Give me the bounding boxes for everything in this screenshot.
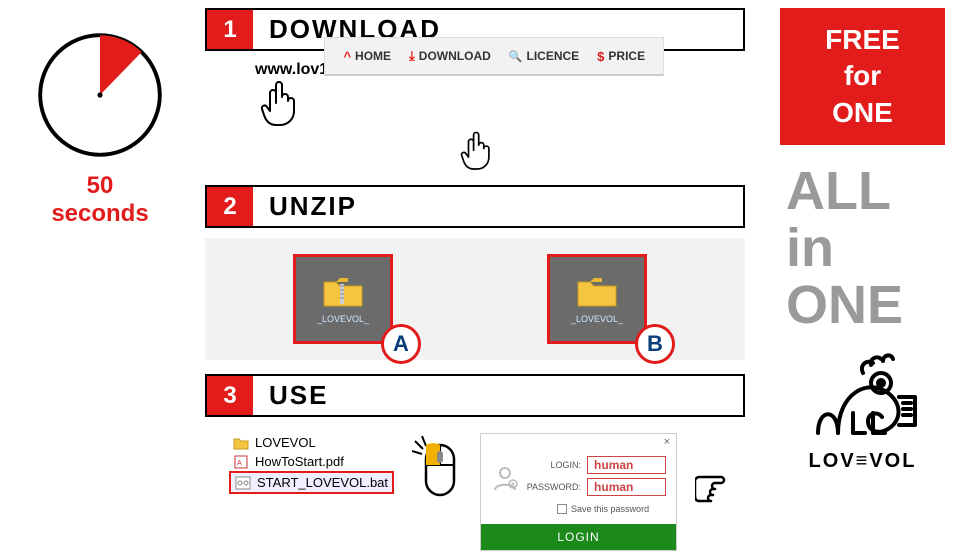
file-list: LOVEVOL A HowToStart.pdf START_LOVEVOL.b… [229,433,394,494]
grey-line-1: ALL [786,163,945,220]
timer-value: 50 [87,172,114,199]
step-3-header: 3 USE [205,374,745,417]
brand-logo: LOV≡VOL [780,343,945,473]
file-row-bat[interactable]: START_LOVEVOL.bat [229,471,394,494]
price-icon: $ [597,49,604,64]
step-2-header: 2 UNZIP [205,185,745,228]
timer-pie [35,30,165,160]
brand-wordmark: LOV≡VOL [780,450,945,473]
save-password-label: Save this password [571,504,649,514]
right-column: FREE for ONE ALL in ONE LOV≡VOL [780,8,945,473]
licence-icon: 🔍 [509,50,523,63]
pointing-hand-icon [695,455,745,505]
zip-tile-a[interactable]: _LOVEVOL_ A [293,254,403,344]
file-row-folder[interactable]: LOVEVOL [229,433,394,452]
file-row-pdf[interactable]: A HowToStart.pdf [229,452,394,471]
pointer-hand-icon [460,131,494,173]
grey-line-2: in [786,220,945,277]
login-dialog: × LOGIN: human PASSWORD: human [480,433,677,551]
step-2-body: _LOVEVOL_ A _LOVEVOL_ B [205,238,745,360]
zipped-folder-icon [322,274,364,308]
folder-icon [576,274,618,308]
bat-icon [235,476,251,490]
file-name: START_LOVEVOL.bat [257,475,388,490]
nav-download-label: DOWNLOAD [419,49,491,63]
timer-unit: seconds [51,200,148,227]
pointer-hand-icon [260,81,300,129]
step-3-title: USE [253,376,743,415]
login-button[interactable]: LOGIN [481,524,676,550]
step-2-number: 2 [207,187,253,226]
red-line-2: for [790,58,935,94]
login-close-button[interactable]: × [481,434,676,450]
zip-tile-b[interactable]: _LOVEVOL_ B [547,254,657,344]
nav-licence[interactable]: 🔍 LICENCE [509,49,579,63]
step-2-title: UNZIP [253,187,743,226]
file-name: LOVEVOL [255,435,316,450]
login-label: LOGIN: [525,460,581,470]
pdf-icon: A [233,455,249,469]
file-name: HowToStart.pdf [255,454,344,469]
svg-text:A: A [237,460,242,467]
nav-licence-label: LICENCE [527,49,580,63]
red-line-1: FREE [790,22,935,58]
zip-tile-b-label: _LOVEVOL_ [571,314,623,324]
user-avatar-icon [491,464,519,492]
checkbox-icon [557,504,567,514]
save-password-checkbox[interactable]: Save this password [557,504,666,514]
download-icon: ⤓ [409,48,415,64]
nav-home[interactable]: ^ HOME [343,49,391,64]
red-line-3: ONE [790,95,935,131]
site-navbar: ^ HOME ⤓ DOWNLOAD 🔍 LICENCE $ PRICE [324,37,664,76]
mouse-click-icon [412,433,462,503]
badge-a: A [381,324,421,364]
nav-price[interactable]: $ PRICE [597,49,645,64]
zip-tile-a-label: _LOVEVOL_ [317,314,369,324]
free-for-one-badge: FREE for ONE [780,8,945,145]
step-3-body: LOVEVOL A HowToStart.pdf START_LOVEVOL.b… [205,427,745,551]
timer-label: 50 seconds [30,172,170,228]
step-1-number: 1 [207,10,253,49]
folder-icon [233,436,249,450]
login-input[interactable]: human [587,456,666,474]
nav-download[interactable]: ⤓ DOWNLOAD [409,48,491,64]
password-input[interactable]: human [587,478,666,496]
badge-b: B [635,324,675,364]
nav-home-label: HOME [355,49,391,63]
password-label: PASSWORD: [525,482,581,492]
timer-column: 50 seconds [30,30,170,228]
step-1-body: www.lov111vol.com ^ HOME ⤓ DOWNLOAD 🔍 L [205,61,745,173]
home-icon: ^ [343,49,351,64]
nav-price-label: PRICE [608,49,645,63]
steps-column: 1 DOWNLOAD www.lov111vol.com ^ HOME ⤓ DO… [205,8,745,551]
grey-line-3: ONE [786,277,945,334]
step-3-number: 3 [207,376,253,415]
all-in-one: ALL in ONE [780,163,945,333]
chameleon-icon [803,343,923,443]
